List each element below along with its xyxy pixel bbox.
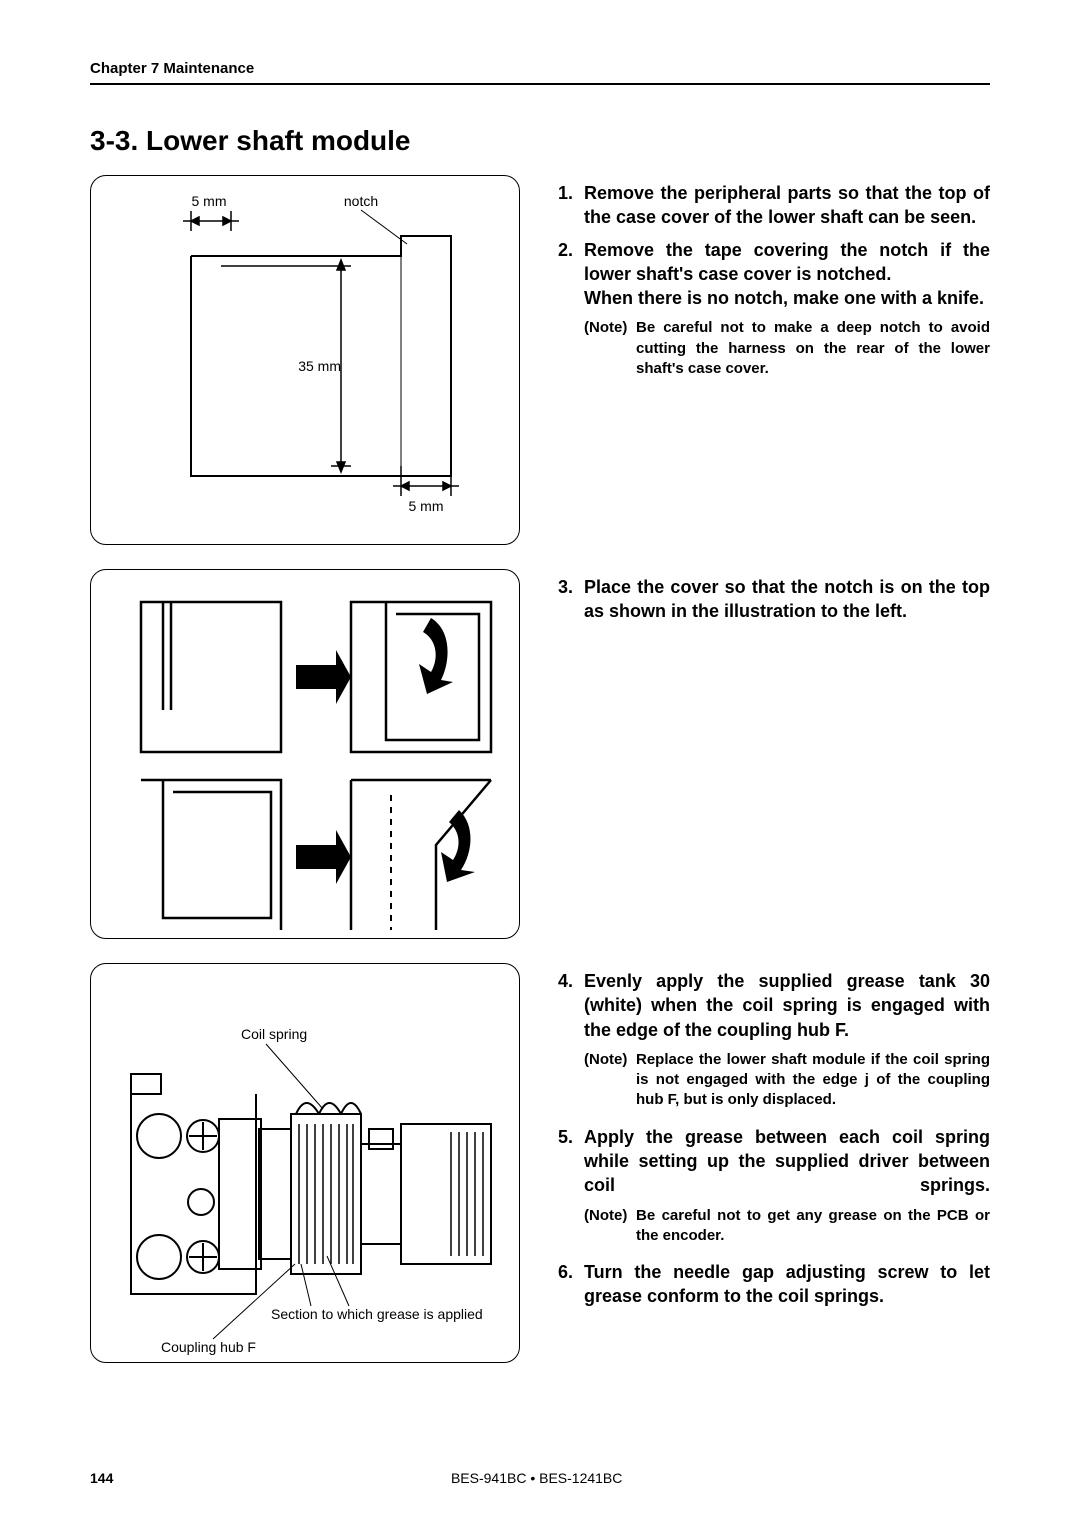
figure-2	[90, 569, 520, 939]
row-2: 3. Place the cover so that the notch is …	[90, 569, 990, 939]
grease-section-label: Section to which grease is applied	[271, 1306, 483, 1322]
dim-bottom-label: 5 mm	[409, 498, 444, 514]
note-5: (Note) Be careful not to get any grease …	[584, 1206, 990, 1247]
page-number: 144	[90, 1470, 113, 1486]
step-3: 3. Place the cover so that the notch is …	[558, 575, 990, 624]
coil-spring-label: Coil spring	[241, 1026, 307, 1042]
figure-3: Coil spring Section to which grease is a…	[90, 963, 520, 1363]
note-2: (Note) Be careful not to make a deep not…	[584, 318, 990, 379]
dim-mid-label: 35 mm	[298, 358, 341, 374]
model-code: BES-941BC • BES-1241BC	[451, 1470, 622, 1486]
step-2: 2. Remove the tape covering the notch if…	[558, 238, 990, 311]
notch-label: notch	[344, 193, 378, 209]
section-title: 3-3. Lower shaft module	[90, 125, 990, 157]
note-4: (Note) Replace the lower shaft module if…	[584, 1050, 990, 1111]
row-1: 5 mm notch 35 mm	[90, 175, 990, 545]
page-footer: 144 BES-941BC • BES-1241BC	[90, 1470, 990, 1486]
step-6: 6. Turn the needle gap adjusting screw t…	[558, 1260, 990, 1309]
dim-top-label: 5 mm	[192, 193, 227, 209]
step-5: 5. Apply the grease between each coil sp…	[558, 1125, 990, 1198]
coupling-hub-label: Coupling hub F	[161, 1339, 256, 1355]
step-1: 1. Remove the peripheral parts so that t…	[558, 181, 990, 230]
row-3: Coil spring Section to which grease is a…	[90, 963, 990, 1363]
chapter-header: Chapter 7 Maintenance	[90, 60, 990, 85]
step-4: 4. Evenly apply the supplied grease tank…	[558, 969, 990, 1042]
figure-1: 5 mm notch 35 mm	[90, 175, 520, 545]
